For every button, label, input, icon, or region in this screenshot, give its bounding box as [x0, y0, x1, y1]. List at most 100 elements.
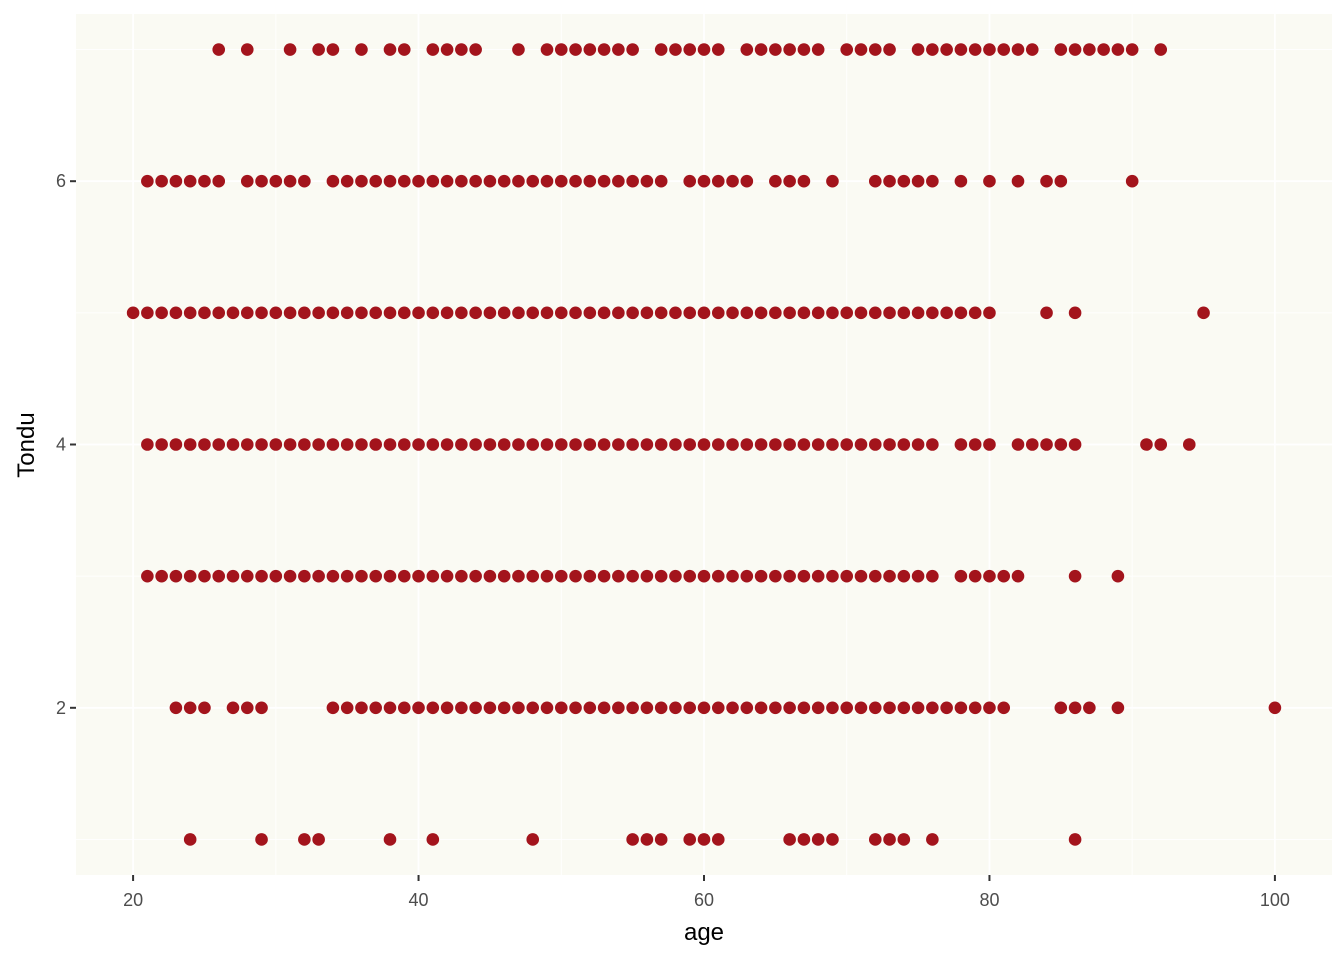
- data-point: [754, 43, 768, 56]
- data-point: [954, 569, 968, 583]
- data-point: [269, 174, 283, 188]
- data-point: [697, 569, 711, 583]
- data-point: [569, 701, 582, 715]
- data-point: [654, 569, 668, 583]
- data-point: [683, 701, 697, 715]
- data-point: [298, 174, 311, 188]
- data-point: [883, 833, 896, 846]
- data-point: [283, 438, 297, 451]
- data-point: [626, 569, 639, 583]
- data-point: [269, 569, 283, 583]
- data-point: [469, 701, 482, 715]
- data-point: [740, 306, 754, 320]
- data-point: [255, 833, 268, 846]
- data-point: [740, 701, 754, 715]
- data-point: [440, 701, 454, 715]
- data-point: [911, 438, 925, 451]
- data-point: [811, 43, 825, 56]
- data-point: [183, 569, 197, 583]
- data-point: [255, 174, 268, 188]
- data-point: [697, 306, 711, 320]
- data-point: [569, 306, 582, 320]
- data-point: [826, 438, 839, 451]
- data-point: [1068, 701, 1082, 715]
- data-point: [726, 306, 739, 320]
- data-point: [283, 174, 297, 188]
- data-point: [654, 43, 668, 56]
- data-point: [926, 306, 939, 320]
- data-point: [897, 306, 911, 320]
- data-point: [1054, 174, 1068, 188]
- data-point: [797, 569, 811, 583]
- x-tick-label: 80: [979, 890, 999, 910]
- data-point: [183, 306, 197, 320]
- data-point: [826, 306, 839, 320]
- data-point: [397, 174, 411, 188]
- data-point: [183, 833, 197, 846]
- data-point: [569, 174, 582, 188]
- data-point: [540, 569, 554, 583]
- data-point: [697, 701, 711, 715]
- data-point: [1083, 43, 1096, 56]
- data-point: [797, 174, 811, 188]
- data-point: [883, 174, 896, 188]
- data-point: [726, 438, 739, 451]
- data-point: [797, 833, 811, 846]
- data-point: [326, 701, 340, 715]
- data-point: [826, 569, 839, 583]
- data-point: [711, 701, 725, 715]
- data-point: [1054, 438, 1068, 451]
- data-point: [440, 43, 454, 56]
- data-point: [1068, 306, 1082, 320]
- data-point: [526, 306, 540, 320]
- data-point: [911, 701, 925, 715]
- data-point: [1068, 43, 1082, 56]
- data-point: [469, 569, 482, 583]
- data-point: [754, 569, 768, 583]
- data-point: [783, 174, 796, 188]
- data-point: [597, 438, 611, 451]
- data-point: [426, 569, 440, 583]
- data-point: [940, 306, 953, 320]
- x-tick-label: 60: [694, 890, 714, 910]
- data-point: [669, 306, 682, 320]
- data-point: [626, 438, 639, 451]
- data-point: [726, 701, 739, 715]
- data-point: [626, 174, 639, 188]
- data-point: [340, 569, 354, 583]
- data-point: [783, 833, 796, 846]
- data-point: [1040, 174, 1053, 188]
- data-point: [169, 438, 183, 451]
- data-point: [440, 174, 454, 188]
- data-point: [840, 569, 854, 583]
- data-point: [397, 701, 411, 715]
- data-point: [983, 569, 996, 583]
- data-point: [355, 569, 368, 583]
- data-point: [754, 306, 768, 320]
- data-point: [940, 43, 953, 56]
- data-point: [1125, 174, 1139, 188]
- data-point: [683, 306, 697, 320]
- data-point: [754, 701, 768, 715]
- data-point: [141, 306, 154, 320]
- data-point: [983, 438, 996, 451]
- data-point: [298, 438, 311, 451]
- data-point: [554, 174, 568, 188]
- data-point: [469, 43, 482, 56]
- data-point: [183, 174, 197, 188]
- data-point: [683, 833, 697, 846]
- data-point: [1182, 438, 1196, 451]
- data-point: [269, 438, 283, 451]
- data-point: [654, 174, 668, 188]
- data-point: [911, 43, 925, 56]
- data-point: [1111, 43, 1125, 56]
- data-point: [169, 174, 183, 188]
- data-point: [340, 701, 354, 715]
- data-point: [811, 701, 825, 715]
- data-point: [840, 306, 854, 320]
- data-point: [968, 306, 982, 320]
- data-point: [626, 833, 639, 846]
- data-point: [826, 833, 839, 846]
- data-point: [554, 569, 568, 583]
- data-point: [769, 569, 782, 583]
